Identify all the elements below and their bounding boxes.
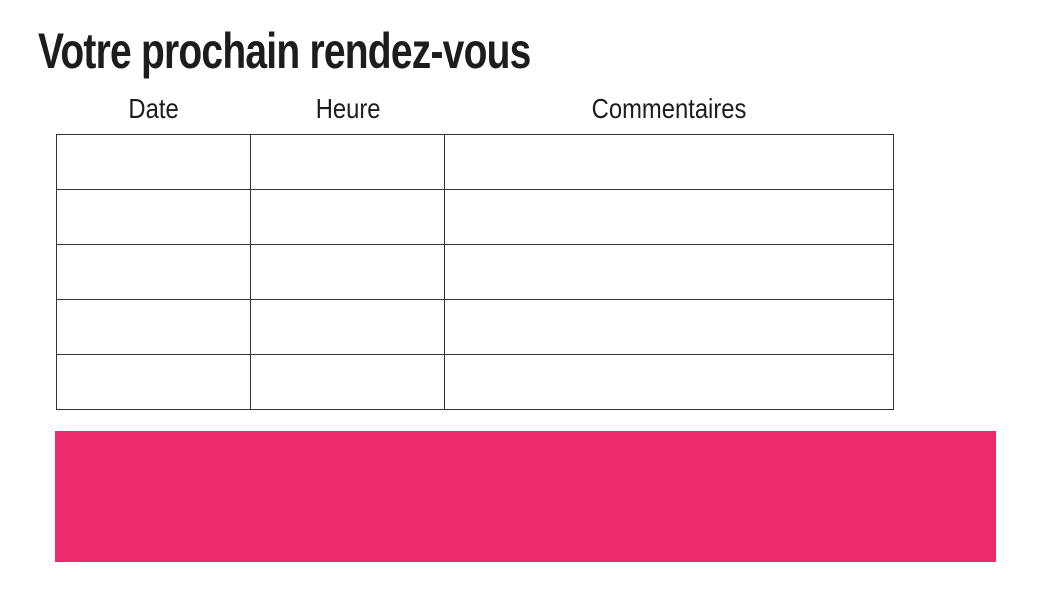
page-title: Votre prochain rendez-vous: [38, 23, 531, 79]
table-cell-date: [57, 355, 251, 409]
table-cell-commentaires: [445, 190, 893, 244]
column-header-heure: Heure: [251, 92, 445, 126]
accent-bar: [55, 431, 996, 562]
appointments-table: [56, 134, 894, 410]
table-row: [57, 190, 893, 245]
table-row: [57, 355, 893, 409]
table-cell-heure: [251, 300, 445, 354]
table-cell-date: [57, 245, 251, 299]
column-header-date-label: Date: [128, 93, 179, 124]
table-cell-commentaires: [445, 300, 893, 354]
table-cell-commentaires: [445, 355, 893, 409]
table-cell-heure: [251, 355, 445, 409]
table-cell-heure: [251, 245, 445, 299]
column-header-heure-label: Heure: [315, 93, 381, 124]
table-cell-commentaires: [445, 245, 893, 299]
table-header-row: Date Heure Commentaires: [56, 92, 894, 126]
table-cell-heure: [251, 190, 445, 244]
table-row: [57, 135, 893, 190]
table-cell-date: [57, 300, 251, 354]
column-header-commentaires-label: Commentaires: [592, 93, 747, 124]
table-cell-date: [57, 135, 251, 189]
table-row: [57, 245, 893, 300]
table-cell-heure: [251, 135, 445, 189]
table-row: [57, 300, 893, 355]
column-header-date: Date: [56, 92, 251, 126]
column-header-commentaires: Commentaires: [445, 92, 894, 126]
table-cell-commentaires: [445, 135, 893, 189]
table-cell-date: [57, 190, 251, 244]
